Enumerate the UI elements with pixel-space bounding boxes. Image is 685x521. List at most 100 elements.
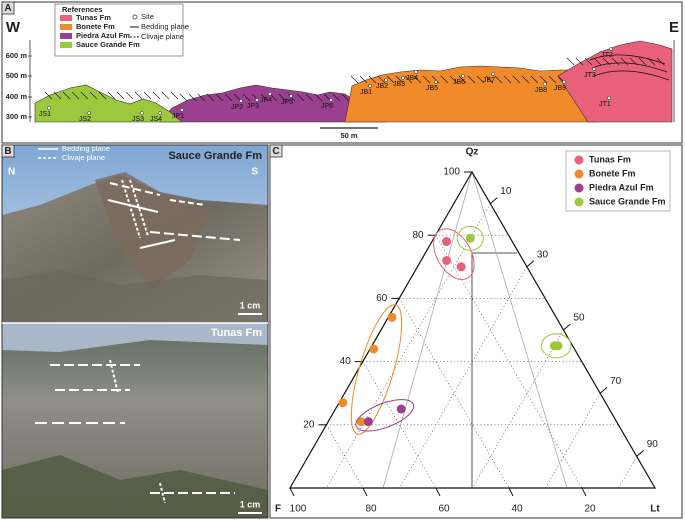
scale-label: 50 m bbox=[340, 131, 357, 140]
legend-label: Bonete Fm bbox=[76, 22, 115, 31]
site-marker bbox=[434, 80, 438, 84]
data-point bbox=[363, 417, 373, 427]
tick-mark bbox=[289, 487, 295, 497]
f-tick-label: 80 bbox=[365, 504, 377, 515]
panel-label-box bbox=[1, 144, 15, 158]
site-label: JB7 bbox=[483, 77, 495, 84]
data-point bbox=[356, 417, 366, 427]
legend-box bbox=[54, 3, 184, 57]
bedding-line bbox=[440, 75, 449, 84]
data-point bbox=[387, 312, 397, 322]
formation-area bbox=[344, 65, 599, 123]
site-label: JS2 bbox=[79, 116, 91, 123]
bedding-line bbox=[584, 57, 593, 66]
bedding-line bbox=[413, 75, 422, 84]
site-label: JB4 bbox=[406, 75, 418, 82]
elevation-label: 400 m bbox=[6, 92, 28, 101]
legend-marker bbox=[574, 197, 584, 207]
site-label: JP2 bbox=[231, 104, 243, 111]
bedding-line bbox=[278, 93, 287, 102]
axis-label: Lt bbox=[650, 504, 660, 515]
photo-sky bbox=[2, 323, 268, 352]
bedding-line bbox=[71, 91, 80, 100]
site-marker bbox=[592, 67, 596, 71]
bedding-line bbox=[296, 93, 305, 102]
elevation-label: 500 m bbox=[6, 71, 28, 80]
axis-label: Qz bbox=[466, 147, 479, 158]
site-label: JP6 bbox=[321, 103, 333, 110]
elevation-label: 300 m bbox=[6, 112, 28, 121]
photo-scale: 1 cm bbox=[240, 499, 261, 509]
qz-tick-label: 20 bbox=[303, 419, 315, 430]
grid-line bbox=[398, 298, 510, 489]
bedding-line bbox=[53, 91, 62, 100]
bedding-line bbox=[170, 91, 179, 100]
photo-scale: 1 cm bbox=[240, 300, 261, 310]
f-tick-label: 40 bbox=[511, 504, 523, 515]
site-marker bbox=[268, 92, 272, 96]
site-marker bbox=[255, 98, 259, 102]
site-label: JP4 bbox=[260, 97, 272, 104]
site-label: JB6 bbox=[453, 79, 465, 86]
legend-site: Site bbox=[141, 12, 154, 21]
legend-cleavage: Clivaje plane bbox=[141, 32, 184, 41]
bedding-line bbox=[206, 93, 215, 102]
bedding-line bbox=[467, 75, 476, 84]
legend-label: Sauce Grande Fm bbox=[76, 40, 140, 49]
panel-c-frame bbox=[269, 144, 683, 519]
site-marker bbox=[87, 111, 91, 115]
legend-marker bbox=[574, 169, 584, 179]
tick-mark bbox=[435, 487, 441, 497]
group-ellipse bbox=[433, 228, 475, 281]
bedding-line bbox=[593, 70, 670, 81]
panel-label-box bbox=[1, 1, 15, 15]
site-marker bbox=[180, 108, 184, 112]
lt-tick-label: 10 bbox=[500, 186, 512, 197]
group-ellipse bbox=[456, 225, 484, 251]
site-label: JP1 bbox=[172, 113, 184, 120]
bedding-line bbox=[161, 91, 170, 100]
bedding-line bbox=[62, 91, 71, 100]
bedding-line bbox=[89, 91, 98, 100]
data-point bbox=[549, 341, 559, 351]
legend-bedding: Bedding plane bbox=[141, 22, 189, 31]
south-label: S bbox=[251, 167, 258, 178]
tick-mark bbox=[526, 260, 535, 268]
site-label: JB2 bbox=[376, 83, 388, 90]
tick-mark bbox=[636, 450, 645, 457]
site-symbol bbox=[132, 14, 138, 20]
bedding-line bbox=[638, 57, 647, 66]
field-line bbox=[382, 171, 473, 489]
data-point bbox=[396, 404, 406, 414]
bedding-line bbox=[449, 75, 458, 84]
legend-label: Tunas Fm bbox=[76, 13, 111, 22]
lt-tick-label: 50 bbox=[574, 313, 586, 324]
photo-annotations bbox=[35, 359, 235, 504]
legend-label: Piedra Azul Fm bbox=[76, 31, 130, 40]
site-marker bbox=[368, 84, 372, 88]
photo-title: Sauce Grande Fm bbox=[168, 150, 262, 162]
legend-label: Piedra Azul Fm bbox=[589, 182, 654, 192]
bedding-line bbox=[368, 75, 377, 84]
bedding-line bbox=[116, 91, 125, 100]
site-label: JT2 bbox=[601, 52, 613, 59]
east-label: E bbox=[669, 19, 679, 36]
bedding-line bbox=[611, 57, 620, 66]
site-marker bbox=[47, 106, 51, 110]
site-marker bbox=[461, 74, 465, 78]
site-marker bbox=[158, 111, 162, 115]
grid-line bbox=[472, 329, 564, 489]
bedding-line bbox=[350, 75, 359, 84]
bedding-line bbox=[305, 93, 314, 102]
legend-label: Sauce Grande Fm bbox=[589, 196, 666, 206]
grid-line bbox=[618, 456, 637, 489]
site-marker bbox=[239, 99, 243, 103]
bedding-line bbox=[485, 75, 494, 84]
legend-swatch bbox=[60, 42, 72, 48]
f-tick-label: 60 bbox=[438, 504, 450, 515]
west-label: W bbox=[6, 19, 21, 36]
elevation-label: 600 m bbox=[6, 51, 28, 60]
site-marker bbox=[329, 98, 333, 102]
axis-label: F bbox=[275, 504, 281, 515]
site-marker bbox=[543, 82, 547, 86]
